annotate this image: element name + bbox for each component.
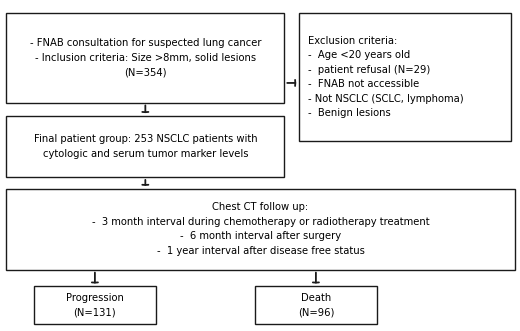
Text: - Not NSCLC (SCLC, lymphoma): - Not NSCLC (SCLC, lymphoma) [308, 94, 464, 104]
Text: -  3 month interval during chemotherapy or radiotherapy treatment: - 3 month interval during chemotherapy o… [92, 217, 430, 227]
Bar [34, 286, 156, 324]
Text: (N=354): (N=354) [124, 68, 166, 77]
Text: -  1 year interval after disease free status: - 1 year interval after disease free sta… [157, 246, 365, 256]
Text: - FNAB consultation for suspected lung cancer: - FNAB consultation for suspected lung c… [30, 38, 261, 48]
Text: (N=96): (N=96) [298, 307, 334, 318]
Bar [6, 116, 284, 177]
Text: Death: Death [301, 293, 331, 303]
Text: Exclusion criteria:: Exclusion criteria: [308, 36, 398, 46]
Text: (N=131): (N=131) [74, 307, 116, 318]
Text: -  FNAB not accessible: - FNAB not accessible [308, 79, 420, 89]
Text: Final patient group: 253 NSCLC patients with: Final patient group: 253 NSCLC patients … [33, 134, 257, 144]
Text: Chest CT follow up:: Chest CT follow up: [213, 203, 308, 213]
Bar [255, 286, 377, 324]
Bar [6, 189, 515, 270]
Bar [299, 13, 511, 141]
Text: -  6 month interval after surgery: - 6 month interval after surgery [180, 231, 341, 242]
Text: -  patient refusal (N=29): - patient refusal (N=29) [308, 65, 431, 75]
Bar [6, 13, 284, 103]
Text: -  Age <20 years old: - Age <20 years old [308, 50, 411, 60]
Text: cytologic and serum tumor marker levels: cytologic and serum tumor marker levels [43, 149, 248, 159]
Text: - Inclusion criteria: Size >8mm, solid lesions: - Inclusion criteria: Size >8mm, solid l… [35, 53, 256, 63]
Text: -  Benign lesions: - Benign lesions [308, 108, 391, 118]
Text: Progression: Progression [66, 293, 124, 303]
